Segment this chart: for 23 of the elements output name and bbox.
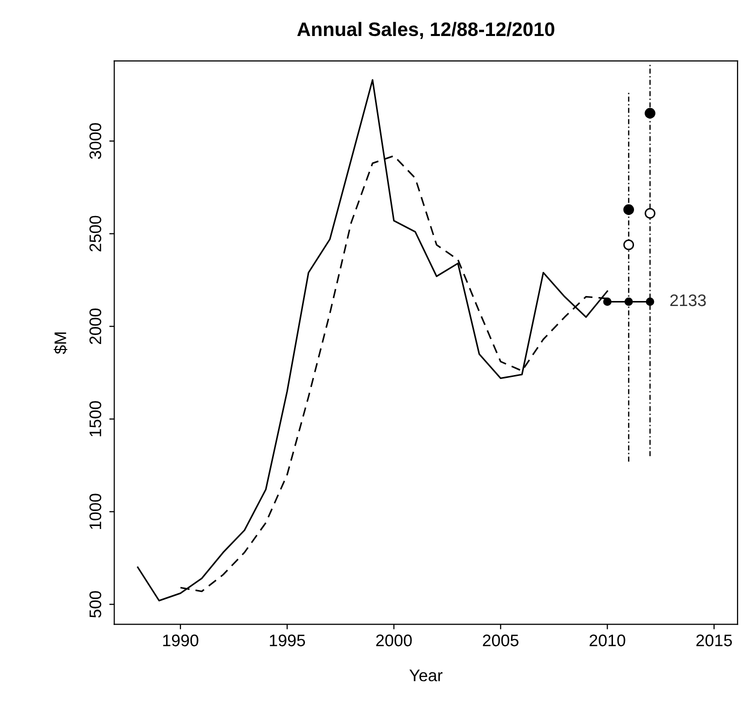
- x-tick-label: 2005: [482, 634, 518, 646]
- x-tick-label: 2000: [376, 634, 412, 646]
- annotation: 2133: [670, 294, 706, 306]
- y-tick-label: 3000: [89, 123, 102, 159]
- x-axis-title: Year: [409, 670, 442, 682]
- y-tick-label: 500: [89, 591, 102, 618]
- x-tick-label: 1990: [163, 634, 198, 646]
- point: [646, 298, 654, 306]
- y-tick-label: 2000: [89, 308, 102, 344]
- y-tick-label: 1500: [89, 401, 102, 436]
- y-tick-label: 2500: [89, 216, 102, 252]
- y-axis-title: $M: [54, 332, 68, 354]
- point: [644, 108, 656, 119]
- x-tick-label: 2010: [590, 634, 626, 646]
- x-tick-label: 2015: [696, 634, 732, 646]
- point: [644, 208, 656, 219]
- point: [623, 204, 634, 215]
- chart-title: Annual Sales, 12/88-12/2010: [297, 22, 554, 39]
- line-series: [136, 79, 608, 602]
- point: [603, 298, 612, 306]
- y-tick-label: 1000: [89, 494, 102, 529]
- x-tick-label: 1995: [270, 634, 306, 646]
- point: [623, 239, 634, 250]
